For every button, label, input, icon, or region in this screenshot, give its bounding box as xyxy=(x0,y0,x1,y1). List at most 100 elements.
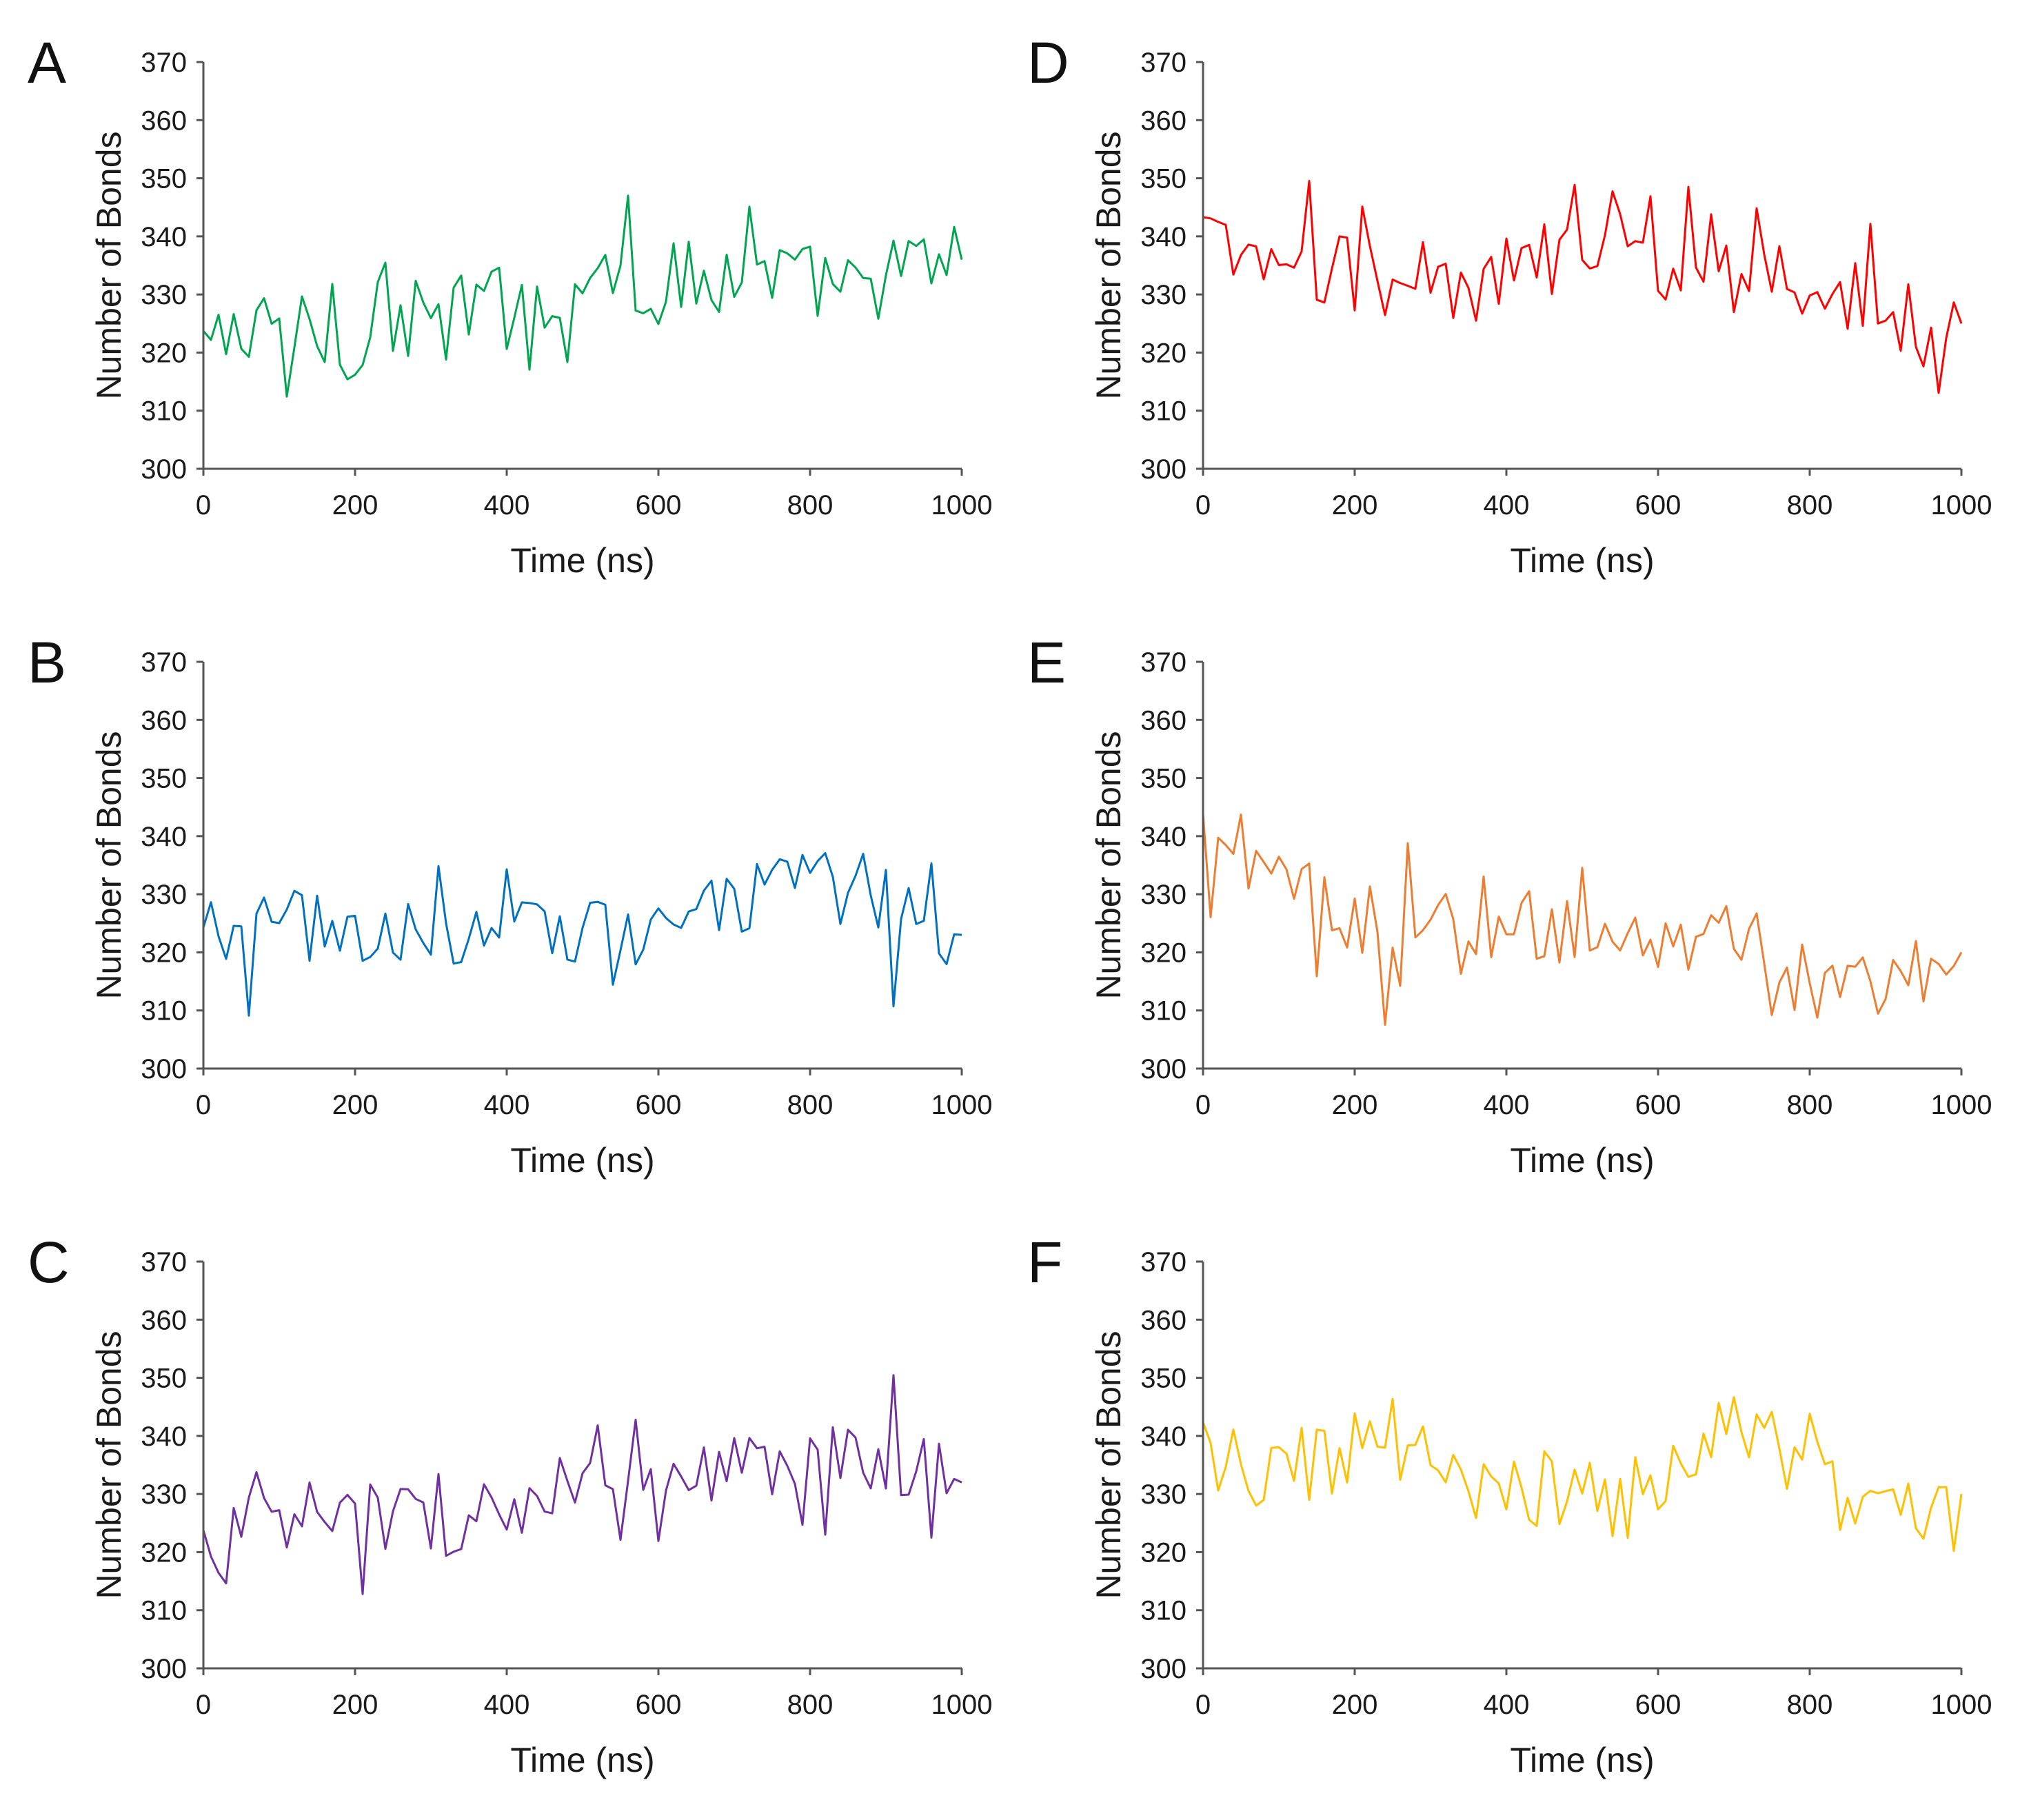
y-tick-label: 370 xyxy=(1140,647,1186,678)
panel-e: E 300 310 320 330 340 350 360 370 0 200 400 600 800 10… xyxy=(1013,627,2006,1220)
y-tick-label: 330 xyxy=(1140,880,1186,910)
chart-e: E 300 310 320 330 340 350 360 370 0 200 400 600 800 10… xyxy=(1027,630,1992,1180)
x-tick-label: 1000 xyxy=(1931,1090,1992,1120)
y-tick-label: 360 xyxy=(1140,1305,1186,1335)
y-tick-label: 350 xyxy=(1140,764,1186,794)
x-axis-title-d: Time (ns) xyxy=(1510,541,1654,580)
y-tick-label: 300 xyxy=(1140,1054,1186,1084)
y-axis-title-a: Number of Bonds xyxy=(90,131,128,399)
y-tick-label: 360 xyxy=(141,1305,187,1335)
x-tick-label: 400 xyxy=(484,490,530,520)
y-axis-title-c: Number of Bonds xyxy=(90,1331,128,1599)
y-tick-label: 300 xyxy=(1140,1654,1186,1684)
x-tick-label: 200 xyxy=(1332,490,1378,520)
y-tick-label: 330 xyxy=(1140,280,1186,310)
chart-d: D 300 310 320 330 340 350 360 370 0 200 400 600 800 10… xyxy=(1027,30,1992,580)
x-tick-label: 1000 xyxy=(931,490,993,520)
y-axis-title-b: Number of Bonds xyxy=(90,731,128,999)
panel-letter-c: C xyxy=(28,1230,70,1295)
y-tick-label: 300 xyxy=(141,454,187,485)
panel-b: B 300 310 320 330 340 350 360 370 0 200 400 600 800 10… xyxy=(14,627,1007,1220)
x-tick-label: 800 xyxy=(787,1690,834,1720)
x-tick-label: 200 xyxy=(332,490,378,520)
y-tick-label: 300 xyxy=(141,1054,187,1084)
x-tick-label: 1000 xyxy=(1931,1690,1992,1720)
y-tick-label: 370 xyxy=(141,1247,187,1277)
x-axis-title-e: Time (ns) xyxy=(1510,1141,1654,1180)
panel-d: D 300 310 320 330 340 350 360 370 0 200 400 600 800 10… xyxy=(1013,28,2006,620)
y-tick-label: 340 xyxy=(1140,822,1186,852)
series-line-e xyxy=(1202,662,1963,1026)
chart-c: C 300 310 320 330 340 350 360 370 0 200 400 600 800 10… xyxy=(28,1230,992,1779)
y-tick-label: 370 xyxy=(141,647,187,678)
y-tick-label: 330 xyxy=(141,880,187,910)
x-tick-label: 200 xyxy=(1332,1090,1378,1120)
x-axis-title-c: Time (ns) xyxy=(510,1741,654,1779)
x-tick-label: 0 xyxy=(1195,490,1211,520)
y-tick-label: 320 xyxy=(1140,938,1186,968)
x-tick-label: 800 xyxy=(1787,1090,1833,1120)
panel-letter-e: E xyxy=(1027,630,1066,695)
chart-f: F 300 310 320 330 340 350 360 370 0 200 400 600 800 10… xyxy=(1027,1230,1992,1779)
series-line-f xyxy=(1202,1262,1963,1553)
x-tick-label: 600 xyxy=(636,1090,682,1120)
panel-letter-f: F xyxy=(1027,1230,1062,1295)
y-tick-label: 310 xyxy=(1140,1596,1186,1626)
x-tick-label: 600 xyxy=(636,1690,682,1720)
y-tick-label: 320 xyxy=(141,338,187,368)
y-tick-label: 340 xyxy=(141,222,187,252)
y-tick-label: 310 xyxy=(141,996,187,1027)
x-tick-label: 0 xyxy=(196,1690,211,1720)
x-tick-label: 0 xyxy=(1195,1090,1211,1120)
y-tick-label: 340 xyxy=(141,1422,187,1452)
x-tick-label: 200 xyxy=(1332,1690,1378,1720)
y-tick-label: 320 xyxy=(1140,1537,1186,1568)
panel-f: F 300 310 320 330 340 350 360 370 0 200 400 600 800 10… xyxy=(1013,1227,2006,1820)
x-tick-label: 800 xyxy=(1787,1690,1833,1720)
y-tick-label: 320 xyxy=(141,938,187,968)
y-tick-label: 360 xyxy=(1140,105,1186,136)
x-tick-label: 0 xyxy=(1195,1690,1211,1720)
x-axis-title-a: Time (ns) xyxy=(510,541,654,580)
y-tick-label: 330 xyxy=(141,1479,187,1510)
y-tick-label: 330 xyxy=(141,280,187,310)
x-tick-label: 400 xyxy=(1484,490,1530,520)
panel-letter-a: A xyxy=(28,30,66,95)
x-tick-label: 800 xyxy=(1787,490,1833,520)
y-tick-label: 340 xyxy=(1140,1422,1186,1452)
x-tick-label: 200 xyxy=(332,1690,378,1720)
x-tick-label: 600 xyxy=(1635,1090,1681,1120)
x-tick-label: 0 xyxy=(196,490,211,520)
x-tick-label: 1000 xyxy=(931,1090,993,1120)
y-tick-label: 340 xyxy=(141,822,187,852)
y-axis-title-d: Number of Bonds xyxy=(1089,131,1128,399)
y-tick-label: 350 xyxy=(141,164,187,194)
y-tick-label: 350 xyxy=(1140,1364,1186,1394)
x-tick-label: 800 xyxy=(787,1090,834,1120)
y-tick-label: 350 xyxy=(1140,164,1186,194)
y-tick-label: 330 xyxy=(1140,1479,1186,1510)
panel-letter-d: D xyxy=(1027,30,1069,95)
chart-a: A 300 310 320 330 340 350 360 370 0 200 400 600 800 10… xyxy=(28,30,993,580)
y-tick-label: 350 xyxy=(141,1364,187,1394)
x-tick-label: 400 xyxy=(1484,1090,1530,1120)
y-tick-label: 310 xyxy=(141,396,187,427)
series-line-d xyxy=(1202,62,1963,394)
x-tick-label: 1000 xyxy=(1931,490,1992,520)
y-axis-title-f: Number of Bonds xyxy=(1089,1331,1128,1599)
series-line-c xyxy=(202,1262,962,1595)
y-tick-label: 370 xyxy=(1140,1247,1186,1277)
y-tick-label: 320 xyxy=(141,1537,187,1568)
panel-a: A 300 310 320 330 340 350 360 370 0 200 400 600 800 10… xyxy=(14,28,1007,620)
y-tick-label: 340 xyxy=(1140,222,1186,252)
series-line-b xyxy=(202,662,962,1017)
y-tick-label: 300 xyxy=(141,1654,187,1684)
y-tick-label: 370 xyxy=(1140,48,1186,78)
panel-c: C 300 310 320 330 340 350 360 370 0 200 400 600 800 10… xyxy=(14,1227,1007,1820)
y-tick-label: 300 xyxy=(1140,454,1186,485)
x-tick-label: 0 xyxy=(196,1090,211,1120)
y-tick-label: 360 xyxy=(141,105,187,136)
x-tick-label: 400 xyxy=(484,1090,530,1120)
y-tick-label: 310 xyxy=(1140,996,1186,1027)
